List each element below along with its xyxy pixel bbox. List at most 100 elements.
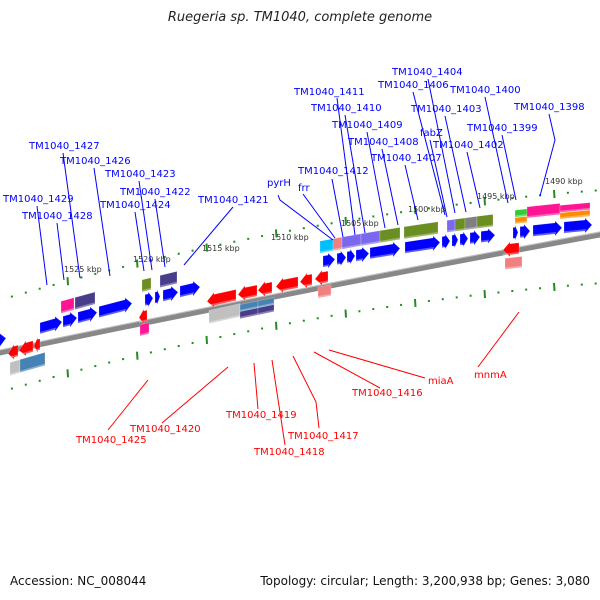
- tick-dot: [247, 330, 250, 333]
- tick-dot: [163, 255, 166, 258]
- gene-label[interactable]: TM1040_1403: [410, 104, 482, 115]
- tick-dot: [594, 282, 597, 285]
- tick-dot: [261, 327, 264, 330]
- gene-label[interactable]: TM1040_1418: [253, 447, 325, 458]
- gene-label[interactable]: TM1040_1399: [466, 123, 538, 134]
- gene-label[interactable]: frr: [298, 183, 310, 194]
- tick-dot: [177, 252, 180, 255]
- gene-label[interactable]: TM1040_1419: [225, 410, 297, 421]
- gene-label[interactable]: TM1040_1400: [449, 85, 521, 96]
- tick-dot: [261, 235, 264, 238]
- gene-label[interactable]: fabZ: [420, 128, 443, 139]
- forward-gene-arrow: [469, 229, 481, 247]
- tick-dot: [427, 207, 430, 210]
- topology-text: Topology: circular; Length: 3,200,938 bp…: [260, 574, 590, 588]
- feature-shading: [237, 294, 258, 300]
- gene-label[interactable]: TM1040_1409: [331, 120, 403, 131]
- gene-label[interactable]: TM1040_1424: [99, 200, 171, 211]
- gene-label[interactable]: TM1040_1406: [377, 80, 449, 91]
- feature-shading: [563, 229, 587, 233]
- tick-mark: [66, 277, 69, 286]
- feature-shading: [369, 253, 395, 259]
- cog-feature-box: [476, 214, 494, 229]
- forward-gene-arrow: [519, 223, 531, 241]
- tick-mark: [344, 216, 347, 226]
- feature-shading: [336, 262, 341, 265]
- cog-feature-box: [403, 221, 439, 240]
- gene-label[interactable]: TM1040_1426: [59, 156, 131, 167]
- forward-gene-arrow: [451, 232, 459, 249]
- forward-gene-arrow: [369, 241, 401, 260]
- feature-shading: [275, 286, 299, 292]
- feature-shading: [526, 212, 561, 218]
- tick-dot: [149, 351, 152, 354]
- feature-shading: [162, 297, 173, 301]
- gene-label[interactable]: TM1040_1425: [75, 435, 147, 446]
- gene-label[interactable]: TM1040_1416: [351, 388, 423, 399]
- tick-dot: [386, 213, 389, 216]
- feature-shading: [257, 302, 275, 308]
- forward-gene-arrow: [98, 297, 133, 318]
- gene-label[interactable]: pyrH: [267, 178, 291, 189]
- feature-shading: [33, 348, 41, 352]
- tick-dot: [441, 298, 444, 301]
- gene-label[interactable]: TM1040_1398: [513, 102, 585, 113]
- gene-label[interactable]: TM1040_1417: [287, 431, 359, 442]
- gene-label[interactable]: TM1040_1407: [370, 153, 442, 164]
- feature-shading: [239, 306, 259, 312]
- tick-dot: [497, 291, 500, 294]
- cog-feature-box: [141, 277, 152, 293]
- feature-shading: [18, 350, 34, 356]
- tick-mark: [205, 335, 208, 344]
- lower-tick-track: [10, 282, 597, 390]
- tick-dot: [10, 387, 13, 390]
- feature-shading: [341, 244, 362, 249]
- gene-label[interactable]: TM1040_1421: [197, 195, 269, 206]
- reverse-gene-arrow: [18, 339, 34, 357]
- tick-dot: [52, 376, 55, 379]
- tick-dot: [80, 368, 83, 371]
- feature-shading: [257, 291, 273, 296]
- tick-dot: [455, 296, 458, 299]
- feature-shading: [39, 327, 57, 334]
- tick-label: 1520 kbp: [133, 255, 171, 264]
- gene-label[interactable]: TM1040_1427: [28, 141, 100, 152]
- gene-label[interactable]: TM1040_1412: [297, 166, 369, 177]
- gene-label[interactable]: TM1040_1420: [129, 424, 201, 435]
- gene-label[interactable]: TM1040_1422: [119, 187, 191, 198]
- gene-label[interactable]: TM1040_1408: [347, 137, 419, 148]
- reverse-gene-arrow: [299, 272, 313, 289]
- tick-dot: [233, 333, 236, 336]
- gene-label[interactable]: miaA: [428, 376, 454, 387]
- gene-label[interactable]: TM1040_1429: [2, 194, 74, 205]
- tick-dot: [233, 240, 236, 243]
- tick-dot: [316, 317, 319, 320]
- tick-mark: [136, 351, 139, 360]
- gene-label[interactable]: TM1040_1402: [432, 140, 504, 151]
- cog-feature-box: [19, 351, 46, 373]
- tick-mark: [553, 282, 556, 292]
- feature-shading: [504, 265, 523, 270]
- tick-dot: [122, 265, 125, 268]
- forward-gene-arrow: [346, 248, 356, 266]
- feature-shading: [77, 317, 92, 323]
- tick-dot: [372, 215, 375, 218]
- tick-mark: [553, 189, 556, 199]
- gene-label[interactable]: TM1040_1428: [21, 211, 93, 222]
- tick-dot: [427, 300, 430, 303]
- gene-label[interactable]: TM1040_1411: [293, 87, 365, 98]
- tick-mark: [275, 321, 278, 330]
- reverse-gene-arrow: [502, 240, 520, 258]
- tick-dot: [525, 288, 528, 291]
- gene-label[interactable]: TM1040_1423: [104, 169, 176, 180]
- feature-shading: [257, 309, 275, 315]
- tick-dot: [358, 310, 361, 313]
- gene-label[interactable]: TM1040_1410: [310, 103, 382, 114]
- cog-feature-box: [139, 322, 150, 337]
- tick-dot: [24, 383, 27, 386]
- gene-label[interactable]: mnmA: [474, 370, 507, 381]
- tick-mark: [344, 309, 347, 318]
- gene-label[interactable]: TM1040_1404: [391, 67, 463, 78]
- feature-shading: [74, 302, 96, 310]
